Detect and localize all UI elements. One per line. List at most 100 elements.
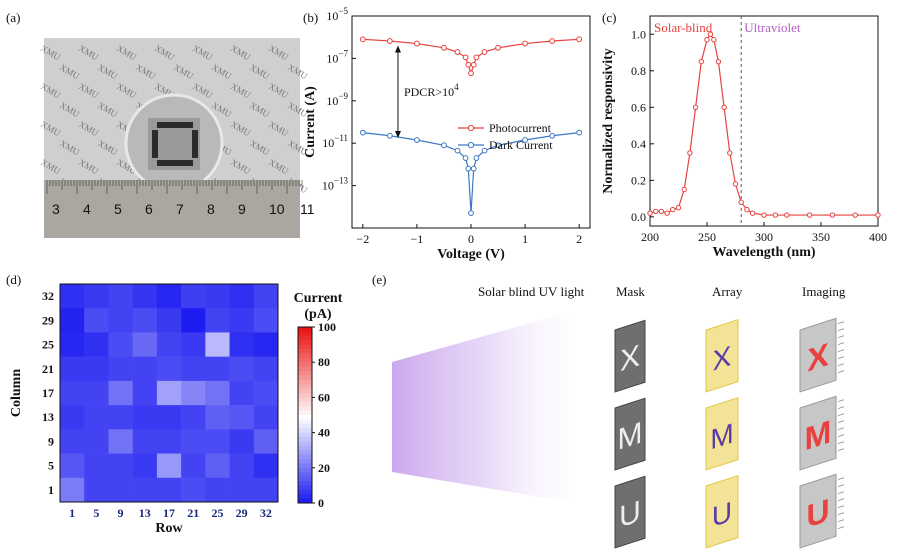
- heatmap-cell: [156, 356, 182, 382]
- colorbar-tick-label: 20: [318, 461, 330, 475]
- heatmap-cell: [205, 380, 230, 406]
- panel-label-e: (e): [372, 272, 387, 287]
- heatmap-cell: [205, 332, 230, 357]
- ultraviolet-label: Ultraviolet: [744, 20, 801, 35]
- heatmap-cell: [132, 405, 158, 430]
- y-tick-label: 0.0: [631, 210, 646, 224]
- light-label: Solar blind UV light: [478, 284, 585, 299]
- series-line: [362, 38, 580, 76]
- x-tick-label: 5: [93, 506, 99, 520]
- colorbar-segment: [298, 489, 312, 495]
- heatmap-cell: [181, 332, 206, 357]
- x-tick-label: 17: [163, 506, 175, 520]
- colorbar-segment: [298, 419, 312, 425]
- array-chip: X: [705, 318, 739, 393]
- heatmap-cell: [181, 405, 206, 430]
- data-point: [414, 40, 420, 47]
- plot-frame: [351, 15, 591, 229]
- x-axis-label: Voltage (V): [437, 247, 505, 262]
- data-point: [465, 165, 472, 172]
- uv-light-beam: [392, 312, 570, 502]
- data-point: [462, 54, 469, 61]
- colorbar-segment: [298, 481, 312, 486]
- x-axis-label: Wavelength (nm): [712, 245, 815, 260]
- ruler: [44, 180, 300, 238]
- colorbar-segment: [298, 406, 312, 412]
- colorbar-segment: [298, 393, 312, 398]
- colorbar-segment: [298, 401, 312, 407]
- array-title: Array: [712, 284, 743, 299]
- legend-label: Dark Current: [489, 138, 553, 152]
- current-heatmap: 1 5 9 13 17 21 25 29 32 32 29 25 21 17 13 9 5 1 Row Column C…: [9, 283, 343, 536]
- ruler-number: 4: [83, 201, 91, 217]
- heatmap-cell: [156, 308, 182, 333]
- y-axis-label: Current (A): [303, 86, 318, 158]
- data-point: [653, 208, 659, 215]
- data-point: [704, 37, 710, 43]
- array-letter: U: [712, 496, 732, 534]
- heatmap-cell: [60, 308, 85, 333]
- heatmap-cell: [205, 308, 230, 333]
- data-point: [359, 129, 366, 136]
- legend-marker: [467, 141, 475, 149]
- heatmap-cell: [205, 356, 230, 382]
- x-tick-label: −2: [356, 232, 369, 246]
- heatmap-cell: [181, 477, 206, 503]
- data-point: [576, 36, 583, 43]
- data-point: [522, 137, 528, 143]
- y-axis-label: Column: [9, 369, 24, 417]
- y-tick-label: 10−5: [326, 6, 348, 23]
- heatmap-cell: [181, 356, 206, 382]
- colorbar-segment: [298, 362, 312, 368]
- mask-plate: U: [614, 475, 646, 549]
- heatmap-cell: [156, 453, 182, 479]
- data-point: [658, 208, 665, 215]
- heatmap-cell: [229, 477, 255, 503]
- data-point: [468, 70, 474, 77]
- colorbar-segment: [298, 349, 312, 354]
- colorbar-segment: [298, 463, 312, 469]
- heatmap-cell: [181, 380, 206, 406]
- x-axis-label: Row: [155, 521, 183, 536]
- heatmap-cell: [229, 453, 255, 479]
- heatmap-cell: [60, 429, 85, 454]
- heatmap-cell: [84, 332, 109, 357]
- plot-frame: [59, 283, 279, 503]
- ruler-number: 7: [176, 201, 184, 217]
- colorbar-unit: (pA): [304, 307, 332, 322]
- heatmap-cell: [253, 429, 279, 454]
- ruler-number: 5: [114, 201, 122, 217]
- data-point: [675, 205, 682, 211]
- pdcr-annotation: PDCR>104: [404, 82, 459, 99]
- data-point: [549, 38, 556, 44]
- colorbar-segment: [298, 340, 312, 346]
- colorbar-segment: [298, 432, 312, 438]
- data-point: [576, 129, 583, 136]
- array-letter: M: [710, 418, 733, 457]
- heatmap-cell: [132, 429, 158, 454]
- heatmap-cell: [229, 308, 255, 333]
- data-point: [462, 155, 469, 161]
- heatmap-cell: [132, 477, 158, 503]
- y-tick-label: 10−7: [326, 48, 348, 65]
- colorbar-segment: [298, 467, 312, 473]
- data-point: [647, 210, 653, 216]
- data-point: [481, 147, 488, 154]
- data-point: [732, 181, 739, 187]
- data-point: [687, 150, 693, 156]
- legend-marker: [467, 124, 475, 132]
- colorbar-segment: [298, 428, 312, 434]
- colorbar-segment: [298, 388, 312, 394]
- mask-letter: M: [618, 415, 643, 457]
- heatmap-cell: [84, 453, 109, 479]
- imaging-letter: X: [807, 335, 828, 378]
- colorbar-title: Current: [294, 291, 343, 306]
- colorbar-segment: [298, 379, 312, 385]
- heatmap-cell: [108, 356, 133, 382]
- heatmap-cell: [253, 380, 279, 406]
- colorbar-segment: [298, 410, 312, 416]
- colorbar-segment: [298, 397, 312, 403]
- data-point: [711, 37, 717, 43]
- data-point: [707, 31, 714, 37]
- colorbar-segment: [298, 344, 312, 350]
